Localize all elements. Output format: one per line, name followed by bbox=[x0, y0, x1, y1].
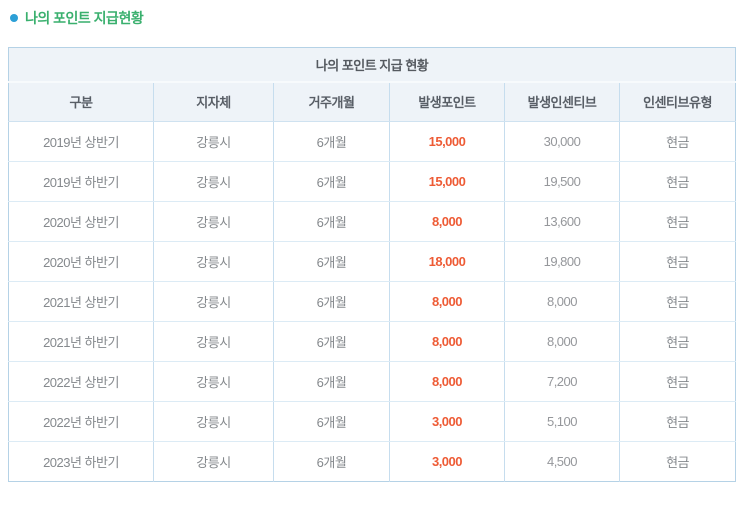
cell-incentive: 4,500 bbox=[504, 441, 620, 482]
bullet-icon bbox=[10, 13, 18, 22]
cell-incentive: 30,000 bbox=[504, 121, 620, 162]
table-row: 2020년 하반기 강릉시 6개월 18,000 19,800 현금 bbox=[8, 241, 736, 282]
table-row: 2022년 상반기 강릉시 6개월 8,000 7,200 현금 bbox=[8, 361, 736, 402]
cell-municipality: 강릉시 bbox=[153, 281, 274, 322]
column-header-period: 구분 bbox=[8, 81, 154, 122]
column-header-incentive-type: 인센티브유형 bbox=[618, 81, 736, 122]
cell-period: 2020년 상반기 bbox=[8, 201, 154, 242]
cell-municipality: 강릉시 bbox=[153, 321, 274, 362]
cell-period: 2019년 하반기 bbox=[8, 161, 154, 202]
cell-points: 15,000 bbox=[389, 161, 505, 202]
cell-incentive-type: 현금 bbox=[618, 281, 736, 322]
table-header-row: 구분 지자체 거주개월 발생포인트 발생인센티브 인센티브유형 bbox=[8, 81, 736, 122]
cell-period: 2021년 하반기 bbox=[8, 321, 154, 362]
cell-points: 15,000 bbox=[389, 121, 505, 162]
cell-points: 3,000 bbox=[389, 441, 505, 482]
cell-incentive-type: 현금 bbox=[618, 321, 736, 362]
cell-period: 2019년 상반기 bbox=[8, 121, 154, 162]
cell-incentive-type: 현금 bbox=[618, 241, 736, 282]
cell-residence-months: 6개월 bbox=[273, 201, 390, 242]
cell-incentive: 5,100 bbox=[504, 401, 620, 442]
cell-municipality: 강릉시 bbox=[153, 121, 274, 162]
cell-points: 8,000 bbox=[389, 361, 505, 402]
cell-incentive-type: 현금 bbox=[618, 121, 736, 162]
cell-municipality: 강릉시 bbox=[153, 441, 274, 482]
cell-residence-months: 6개월 bbox=[273, 281, 390, 322]
column-header-municipality: 지자체 bbox=[153, 81, 274, 122]
cell-residence-months: 6개월 bbox=[273, 241, 390, 282]
cell-incentive-type: 현금 bbox=[618, 441, 736, 482]
cell-incentive-type: 현금 bbox=[618, 161, 736, 202]
cell-residence-months: 6개월 bbox=[273, 441, 390, 482]
points-table: 나의 포인트 지급 현황 구분 지자체 거주개월 발생포인트 발생인센티브 인센… bbox=[8, 47, 737, 482]
cell-incentive: 13,600 bbox=[504, 201, 620, 242]
cell-period: 2022년 상반기 bbox=[8, 361, 154, 402]
cell-incentive: 7,200 bbox=[504, 361, 620, 402]
cell-period: 2021년 상반기 bbox=[8, 281, 154, 322]
cell-period: 2020년 하반기 bbox=[8, 241, 154, 282]
table-row: 2023년 하반기 강릉시 6개월 3,000 4,500 현금 bbox=[8, 441, 736, 482]
cell-residence-months: 6개월 bbox=[273, 361, 390, 402]
table-row: 2021년 상반기 강릉시 6개월 8,000 8,000 현금 bbox=[8, 281, 736, 322]
cell-municipality: 강릉시 bbox=[153, 201, 274, 242]
cell-incentive-type: 현금 bbox=[618, 401, 736, 442]
cell-municipality: 강릉시 bbox=[153, 361, 274, 402]
cell-municipality: 강릉시 bbox=[153, 161, 274, 202]
table-row: 2022년 하반기 강릉시 6개월 3,000 5,100 현금 bbox=[8, 401, 736, 442]
cell-incentive-type: 현금 bbox=[618, 201, 736, 242]
section-title: 나의 포인트 지급현황 bbox=[0, 0, 743, 26]
table-row: 2020년 상반기 강릉시 6개월 8,000 13,600 현금 bbox=[8, 201, 736, 242]
cell-points: 3,000 bbox=[389, 401, 505, 442]
column-header-incentive: 발생인센티브 bbox=[504, 81, 620, 122]
cell-points: 8,000 bbox=[389, 281, 505, 322]
points-table-container: 나의 포인트 지급 현황 구분 지자체 거주개월 발생포인트 발생인센티브 인센… bbox=[8, 47, 737, 482]
cell-points: 8,000 bbox=[389, 321, 505, 362]
cell-incentive-type: 현금 bbox=[618, 361, 736, 402]
cell-residence-months: 6개월 bbox=[273, 121, 390, 162]
table-row: 2021년 하반기 강릉시 6개월 8,000 8,000 현금 bbox=[8, 321, 736, 362]
table-caption-row: 나의 포인트 지급 현황 bbox=[8, 47, 736, 83]
cell-points: 18,000 bbox=[389, 241, 505, 282]
cell-municipality: 강릉시 bbox=[153, 241, 274, 282]
cell-period: 2022년 하반기 bbox=[8, 401, 154, 442]
cell-incentive: 8,000 bbox=[504, 321, 620, 362]
cell-incentive: 19,500 bbox=[504, 161, 620, 202]
cell-incentive: 8,000 bbox=[504, 281, 620, 322]
column-header-points: 발생포인트 bbox=[389, 81, 505, 122]
cell-points: 8,000 bbox=[389, 201, 505, 242]
cell-residence-months: 6개월 bbox=[273, 401, 390, 442]
table-row: 2019년 하반기 강릉시 6개월 15,000 19,500 현금 bbox=[8, 161, 736, 202]
cell-residence-months: 6개월 bbox=[273, 161, 390, 202]
column-header-residence-months: 거주개월 bbox=[273, 81, 390, 122]
table-row: 2019년 상반기 강릉시 6개월 15,000 30,000 현금 bbox=[8, 121, 736, 162]
cell-period: 2023년 하반기 bbox=[8, 441, 154, 482]
cell-incentive: 19,800 bbox=[504, 241, 620, 282]
table-caption: 나의 포인트 지급 현황 bbox=[8, 47, 736, 83]
table-body: 2019년 상반기 강릉시 6개월 15,000 30,000 현금 2019년… bbox=[8, 121, 736, 482]
cell-residence-months: 6개월 bbox=[273, 321, 390, 362]
cell-municipality: 강릉시 bbox=[153, 401, 274, 442]
section-title-label: 나의 포인트 지급현황 bbox=[25, 9, 144, 26]
